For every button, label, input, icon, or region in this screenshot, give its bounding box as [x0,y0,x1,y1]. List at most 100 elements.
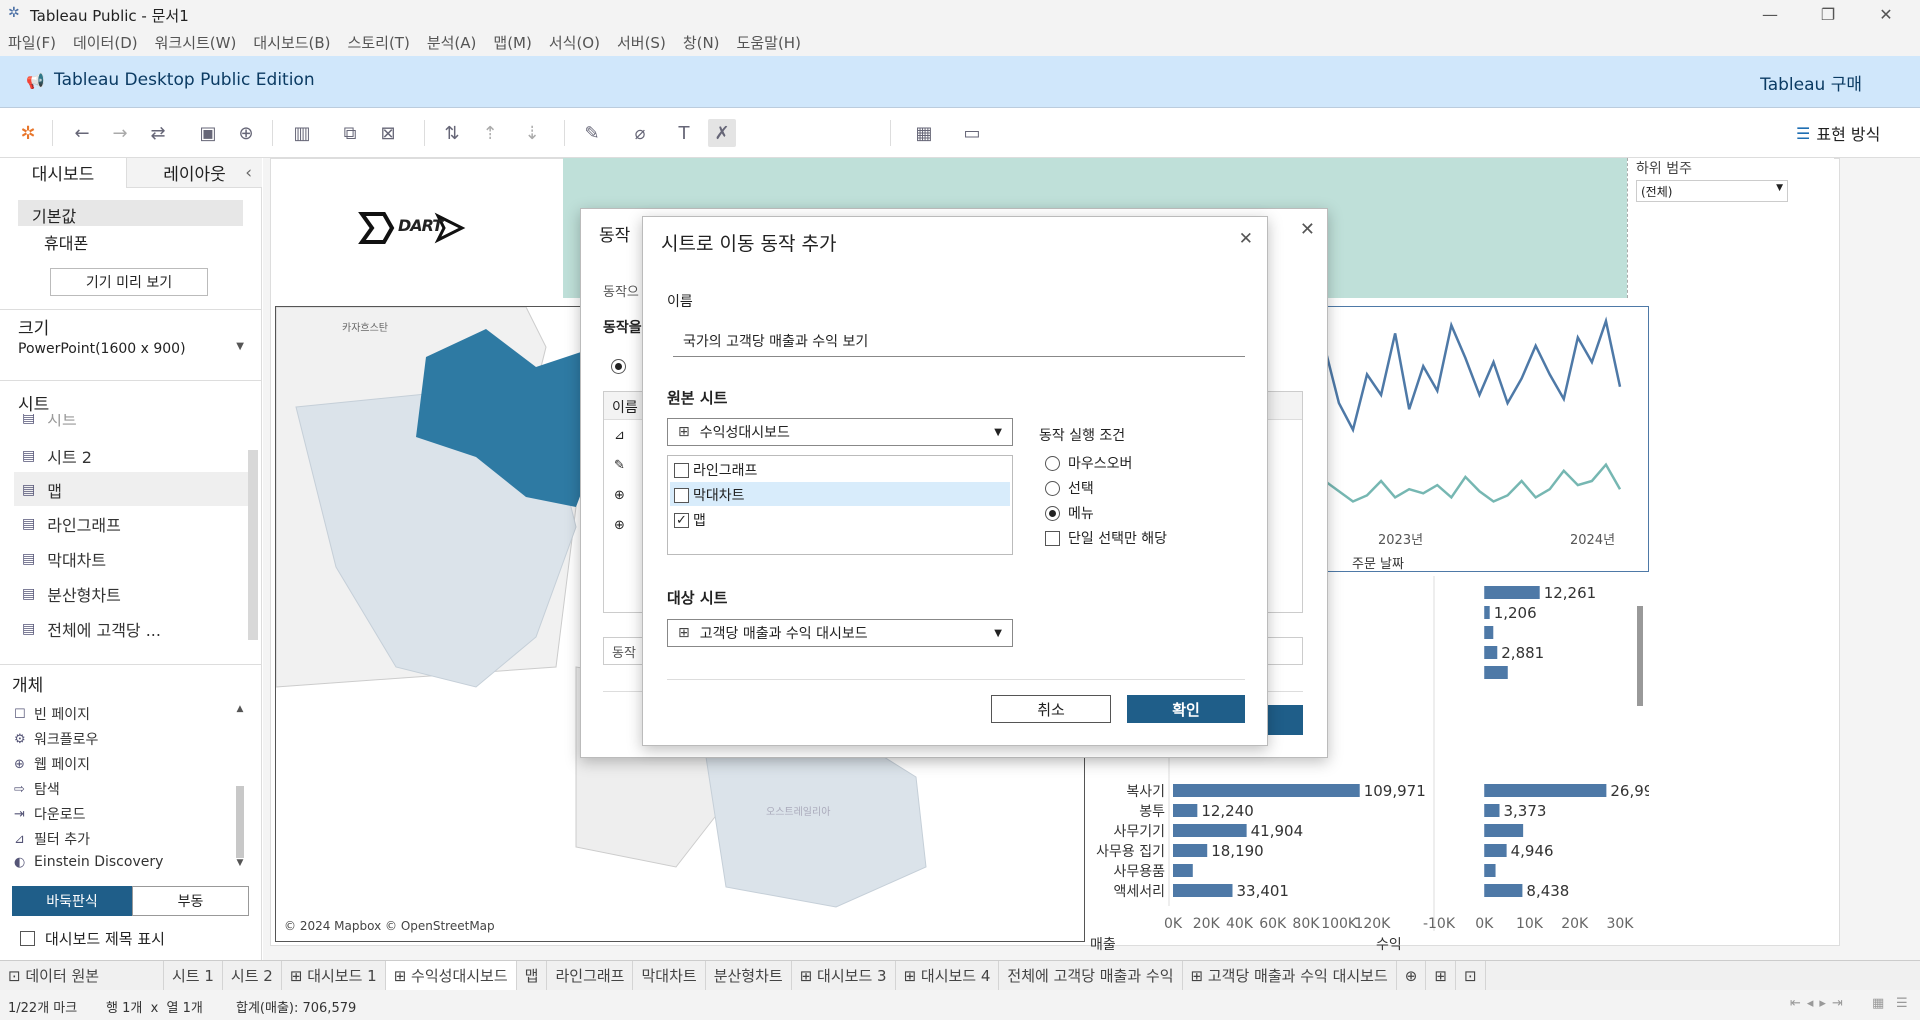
sales-bar[interactable] [1173,824,1247,837]
menu-analysis[interactable]: 분석(A) [426,33,477,52]
cancel-button[interactable]: 취소 [991,695,1111,723]
tab-customer-dashboard[interactable]: ⊞ 고객당 매출과 수익 대시보드 [1183,960,1397,991]
object-navigation[interactable]: ⇨ 탐색 [14,781,60,799]
tab-data-source[interactable]: ⊡ 데이터 원본 [0,960,164,991]
run-select-radio[interactable]: 선택 [1045,478,1094,498]
profit-bar[interactable] [1484,804,1500,817]
restore-icon[interactable]: ❐ [1820,4,1836,24]
object-download[interactable]: ⇥ 다운로드 [14,806,86,824]
profit-bar[interactable] [1484,884,1523,897]
profit-bar-upper[interactable] [1484,666,1508,679]
tableau-home-icon[interactable]: ✲ [20,122,36,144]
objects-scrollbar[interactable]: ▲ ▼ [236,704,244,868]
tab-layout[interactable]: 레이아웃 ‹ [126,158,262,188]
menu-worksheet[interactable]: 워크시트(W) [154,33,237,52]
new-story-icon[interactable]: ⊡ [1456,960,1486,991]
sheet-nav-icons[interactable]: ⇤◂▸⇥ [1790,996,1849,1011]
undo-icon[interactable]: ← [74,122,90,144]
profit-bar-upper[interactable] [1484,646,1498,659]
highlight-icon[interactable]: ✎ [584,122,600,144]
tab-map[interactable]: 맵 [517,960,548,991]
tab-dashboard3[interactable]: ⊞ 대시보드 3 [792,960,896,991]
actions-radio[interactable] [611,359,626,374]
object-einstein[interactable]: ◐ Einstein Discovery [14,854,164,870]
actions-close-icon[interactable]: ✕ [1299,219,1315,240]
sales-bar[interactable] [1173,784,1360,797]
tab-dashboard[interactable]: 대시보드 [0,158,126,188]
object-workflow[interactable]: ⚙ 워크플로우 [14,731,99,749]
menu-file[interactable]: 파일(F) [8,33,56,52]
ok-button[interactable]: 확인 [1127,695,1245,723]
object-filter[interactable]: ⊿ 필터 추가 [14,831,90,849]
save-icon[interactable]: ▣ [199,122,217,144]
new-worksheet-icon[interactable]: ▥ [293,122,311,144]
device-phone[interactable]: 휴대폰 [44,234,89,253]
tab-dashboard1[interactable]: ⊞ 대시보드 1 [282,960,386,991]
profit-bar-upper[interactable] [1484,586,1540,599]
show-cards-icon[interactable]: ▦ [915,122,933,144]
filter-dropdown[interactable]: (전체) ▼ [1636,180,1788,202]
sheet-item-partial[interactable]: ▤ 시트 [22,414,77,429]
profit-bar-upper[interactable] [1484,626,1494,639]
object-blank[interactable]: ☐ 빈 페이지 [14,706,90,724]
menu-map[interactable]: 맵(M) [493,33,532,52]
sales-bar[interactable] [1173,864,1193,877]
clear-sheet-icon[interactable]: ⊠ [380,122,396,144]
replace-data-icon[interactable]: ⇄ [150,122,166,144]
floating-button[interactable]: 부동 [132,886,249,916]
tab-sheet1[interactable]: 시트 1 [164,960,223,991]
source-item-barchart[interactable]: 막대차트 [674,485,745,505]
bar-scrollbar[interactable] [1637,606,1643,706]
new-worksheet-icon[interactable]: ⊕ [1397,960,1427,991]
device-default[interactable]: 기본값 [18,200,243,226]
tiled-button[interactable]: 바둑판식 [12,886,132,916]
swap-rows-columns-icon[interactable]: ⇅ [444,122,460,144]
run-menu-radio[interactable]: 메뉴 [1045,503,1094,523]
run-hover-radio[interactable]: 마우스오버 [1045,453,1132,473]
group-icon[interactable]: ⌀ [634,122,646,144]
sales-bar[interactable] [1173,844,1208,857]
sales-bar[interactable] [1173,804,1198,817]
menu-help[interactable]: 도움말(H) [736,33,801,52]
menu-data[interactable]: 데이터(D) [72,33,138,52]
fix-axes-icon[interactable]: ✗ [708,119,736,147]
grid-view-icon[interactable]: ▦ [1872,996,1885,1011]
duplicate-icon[interactable]: ⧉ [343,122,357,144]
collapse-pane-icon[interactable]: ‹ [245,162,252,183]
device-preview-button[interactable]: 기기 미리 보기 [50,268,208,296]
source-item-map[interactable]: ✓ 맵 [674,510,706,530]
tab-linegraph[interactable]: 라인그래프 [547,960,634,991]
menu-dashboard[interactable]: 대시보드(B) [253,33,331,52]
tab-sheet2[interactable]: 시트 2 [223,960,282,991]
menu-story[interactable]: 스토리(T) [347,33,410,52]
profit-bar[interactable] [1484,864,1496,877]
sort-ascending-icon[interactable]: ⇡ [482,122,498,144]
sheet-item-scatter[interactable]: ▤ 분산형차트 [22,586,121,605]
profit-bar[interactable] [1484,844,1507,857]
labels-icon[interactable]: T [678,122,690,144]
buy-tableau-link[interactable]: Tableau 구매 [1760,75,1862,95]
sheet-item-sheet2[interactable]: ▤ 시트 2 [22,448,92,467]
profit-bar-upper[interactable] [1484,606,1490,619]
list-view-icon[interactable]: ☰ [1896,996,1908,1011]
menu-window[interactable]: 창(N) [682,33,720,52]
size-select[interactable]: PowerPoint(1600 x 900) ▼ [18,341,244,357]
sheet-item-overall[interactable]: ▤ 전체에 고객당 ... [22,621,161,640]
goto-source-select[interactable]: ⊞ 수익성대시보드 ▼ [667,418,1013,446]
goto-close-icon[interactable]: ✕ [1238,229,1253,249]
sheet-item-linegraph[interactable]: ▤ 라인그래프 [22,516,121,535]
close-window-icon[interactable]: ✕ [1879,4,1893,24]
tab-dashboard4[interactable]: ⊞ 대시보드 4 [896,960,1000,991]
sheets-scrollbar[interactable] [248,450,258,640]
single-select-checkbox[interactable]: 단일 선택만 해당 [1045,528,1167,548]
presentation-icon[interactable]: ▭ [963,122,981,144]
tab-profit-dashboard[interactable]: ⊞ 수익성대시보드 [385,960,517,991]
menu-server[interactable]: 서버(S) [616,33,666,52]
sheet-item-barchart[interactable]: ▤ 막대차트 [22,551,107,570]
sheet-item-map[interactable]: ▤ 맵 [22,482,62,501]
goto-name-input[interactable]: 국가의 고객당 매출과 수익 보기 [673,327,1245,357]
object-webpage[interactable]: ⊕ 웹 페이지 [14,756,90,774]
show-title-checkbox[interactable]: 대시보드 제목 표시 [20,928,165,949]
tab-barchart[interactable]: 막대차트 [633,960,706,991]
profit-bar[interactable] [1484,824,1524,837]
